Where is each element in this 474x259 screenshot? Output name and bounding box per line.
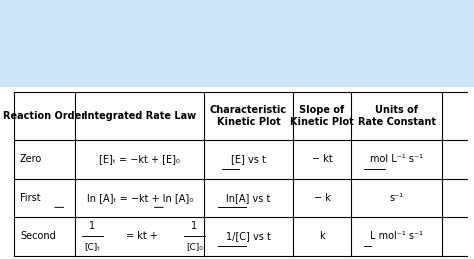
- Text: Slope of
Kinetic Plot: Slope of Kinetic Plot: [290, 105, 354, 127]
- Text: 1: 1: [191, 221, 197, 231]
- Text: [E] vs t: [E] vs t: [231, 154, 266, 164]
- Text: Integrated rate equations: Integrated rate equations: [6, 50, 248, 68]
- Text: [C]₀: [C]₀: [186, 242, 203, 251]
- Text: nd: nd: [395, 3, 410, 13]
- Text: s⁻¹: s⁻¹: [390, 193, 404, 203]
- Text: L mol⁻¹ s⁻¹: L mol⁻¹ s⁻¹: [370, 231, 423, 241]
- Text: [E]ₜ = −kt + [E]₀: [E]ₜ = −kt + [E]₀: [100, 154, 180, 164]
- Text: [C]ₜ: [C]ₜ: [84, 242, 100, 251]
- Text: Second: Second: [20, 231, 55, 241]
- Text: Zero: Zero: [20, 154, 42, 164]
- Text: ln [A]ₜ = −kt + ln [A]₀: ln [A]ₜ = −kt + ln [A]₀: [87, 193, 193, 203]
- Text: 1: 1: [90, 221, 95, 231]
- Text: k: k: [319, 231, 325, 241]
- Text: = kt +: = kt +: [126, 231, 158, 241]
- Text: •: •: [6, 10, 19, 30]
- Text: Homework, derive the zeroth and 2: Homework, derive the zeroth and 2: [26, 10, 359, 28]
- Text: order: order: [409, 10, 465, 28]
- Text: ln[A] vs t: ln[A] vs t: [226, 193, 271, 203]
- Text: 1/[C] vs t: 1/[C] vs t: [226, 231, 271, 241]
- Text: mol L⁻¹ s⁻¹: mol L⁻¹ s⁻¹: [370, 154, 423, 164]
- Text: Integrated Rate Law: Integrated Rate Law: [84, 111, 196, 121]
- Text: Units of
Rate Constant: Units of Rate Constant: [358, 105, 436, 127]
- Text: First: First: [20, 193, 41, 203]
- Text: − k: − k: [314, 193, 330, 203]
- Text: Characteristic
Kinetic Plot: Characteristic Kinetic Plot: [210, 105, 287, 127]
- Text: − kt: − kt: [312, 154, 332, 164]
- Text: Reaction Order: Reaction Order: [3, 111, 86, 121]
